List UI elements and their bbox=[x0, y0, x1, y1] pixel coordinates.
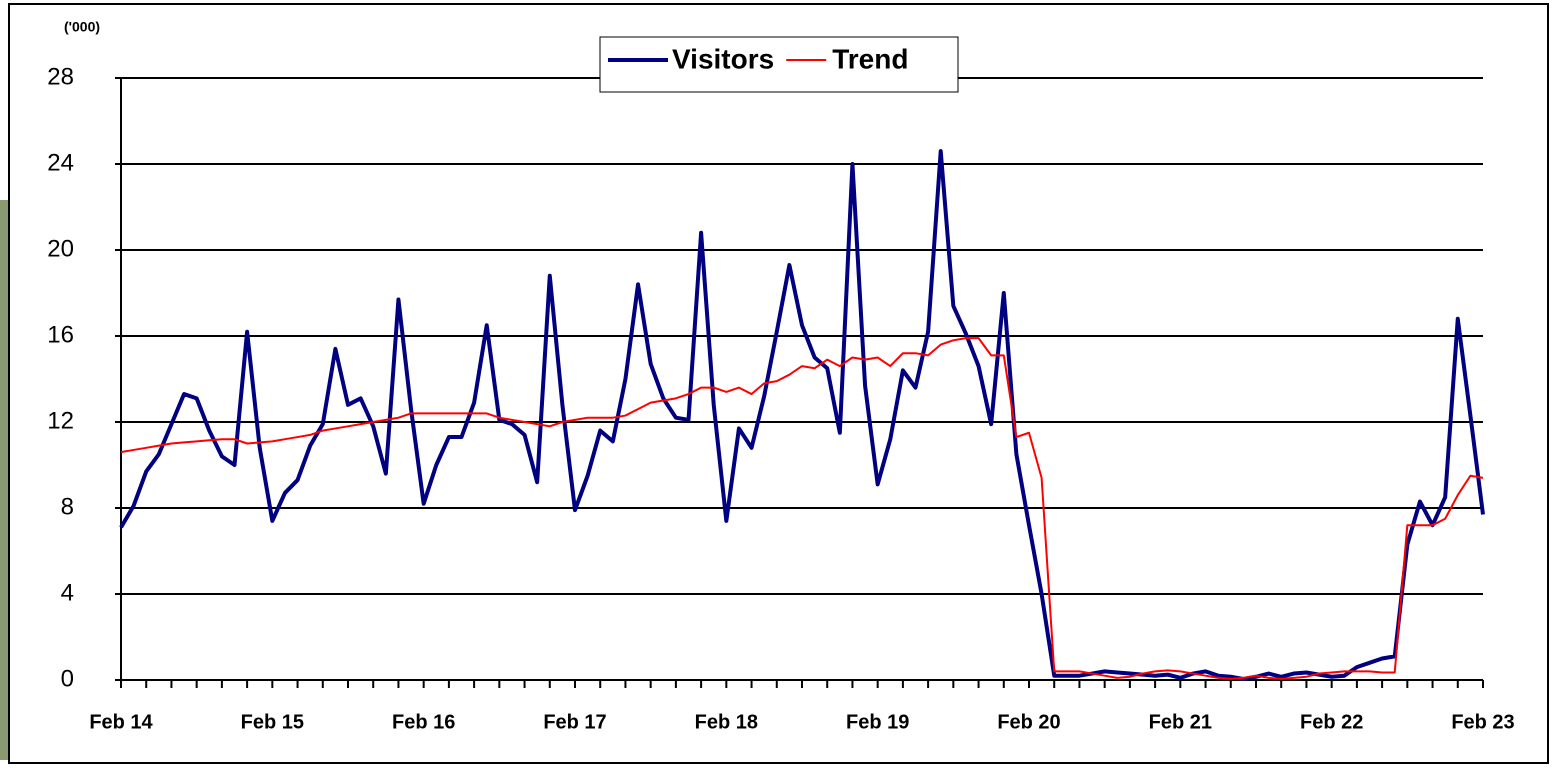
y-tick-label: 24 bbox=[47, 149, 74, 176]
x-tick-label: Feb 17 bbox=[543, 711, 606, 733]
chart-frame bbox=[8, 3, 1549, 764]
y-tick-label: 12 bbox=[47, 407, 74, 434]
legend-box bbox=[599, 36, 959, 93]
unit-label: ('000) bbox=[64, 19, 100, 35]
x-tick-label: Feb 21 bbox=[1149, 711, 1212, 733]
line-series bbox=[119, 149, 1485, 681]
x-tick-label: Feb 23 bbox=[1451, 711, 1514, 733]
x-tick-label: Feb 19 bbox=[846, 711, 909, 733]
y-tick-label: 0 bbox=[61, 665, 74, 692]
x-tick-label: Feb 20 bbox=[997, 711, 1060, 733]
x-tick-label: Feb 16 bbox=[392, 711, 455, 733]
line-series bbox=[120, 337, 1484, 680]
x-tick-label: Feb 18 bbox=[695, 711, 758, 733]
y-tick-label: 16 bbox=[47, 321, 74, 348]
y-tick-label: 20 bbox=[47, 235, 74, 262]
x-tick-label: Feb 14 bbox=[89, 711, 153, 733]
y-tick-label: 4 bbox=[61, 579, 74, 606]
x-tick-label: Feb 15 bbox=[241, 711, 304, 733]
legend-label: Visitors bbox=[672, 43, 774, 74]
legend-label: Trend bbox=[832, 43, 908, 74]
y-tick-label: 8 bbox=[61, 493, 74, 520]
y-tick-label: 28 bbox=[47, 63, 74, 90]
x-tick-label: Feb 22 bbox=[1300, 711, 1363, 733]
